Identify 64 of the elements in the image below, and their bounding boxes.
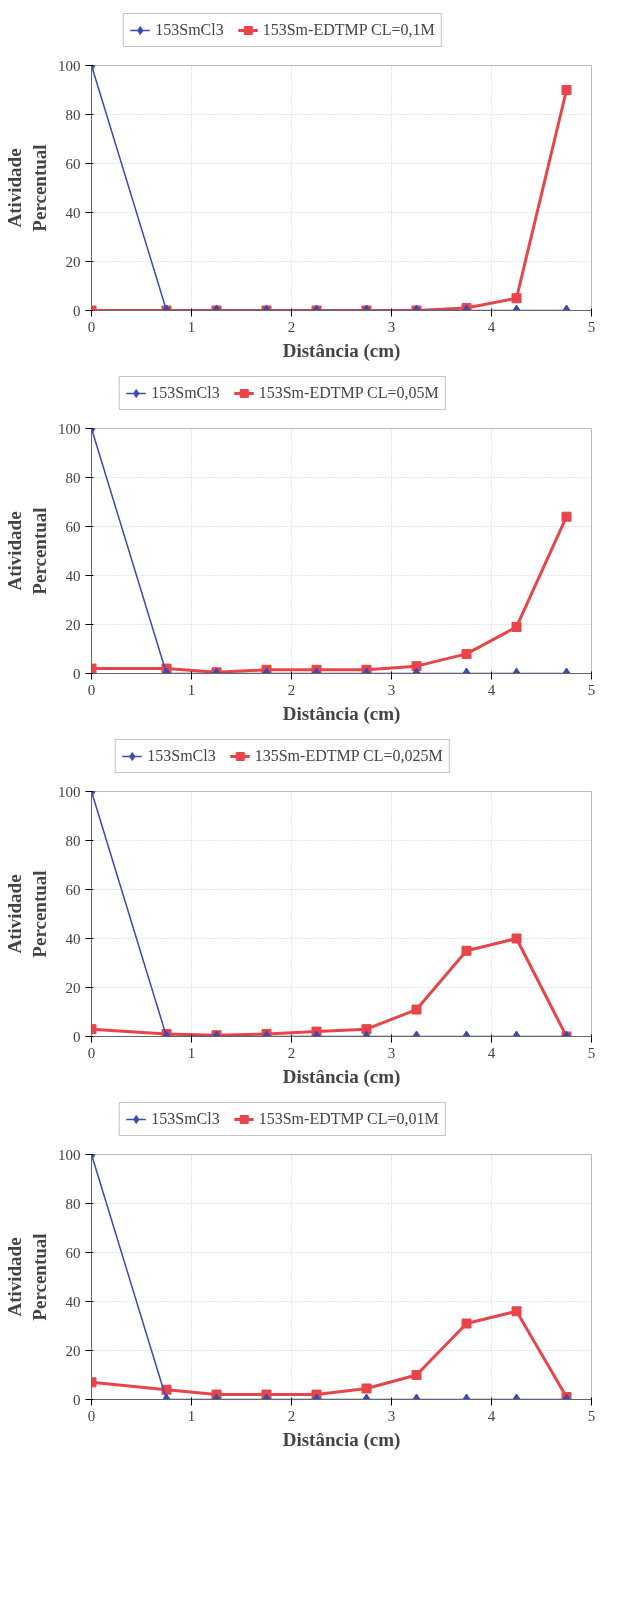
x-tick-label: 0 bbox=[87, 681, 96, 698]
y-tick-label: 80 bbox=[65, 106, 81, 123]
x-tick-label: 2 bbox=[287, 1044, 296, 1061]
x-tick-label: 5 bbox=[587, 1044, 596, 1061]
y-tick-label: 60 bbox=[65, 155, 81, 172]
x-tick-label: 1 bbox=[187, 318, 196, 335]
y-tick-label: 0 bbox=[73, 1391, 81, 1408]
legend-label: 153SmCl3 bbox=[151, 1110, 220, 1128]
y-axis-title: Atividade Percentual bbox=[3, 144, 50, 232]
x-tick-label: 2 bbox=[287, 1407, 296, 1424]
y-tick-label: 20 bbox=[65, 1342, 81, 1359]
y-tick-label: 0 bbox=[73, 665, 81, 682]
x-tick-label: 4 bbox=[487, 1407, 496, 1424]
x-tick-label: 3 bbox=[387, 1407, 396, 1424]
y-tick-label: 60 bbox=[65, 1244, 81, 1261]
x-tick-label: 1 bbox=[187, 681, 196, 698]
legend-label: 135Sm-EDTMP CL=0,025M bbox=[254, 747, 443, 765]
y-tick-label: 0 bbox=[73, 302, 81, 319]
y-tick-label: 100 bbox=[58, 783, 81, 800]
y-axis-title: Atividade Percentual bbox=[3, 870, 50, 958]
y-tick-label: 100 bbox=[58, 57, 81, 74]
y-tick-label: 40 bbox=[65, 567, 81, 584]
y-tick-label: 100 bbox=[58, 1146, 81, 1163]
y-tick-label: 20 bbox=[65, 979, 81, 996]
legend-label: 153SmCl3 bbox=[147, 747, 216, 765]
legend-label: 153Sm-EDTMP CL=0,05M bbox=[258, 384, 439, 402]
y-tick-label: 0 bbox=[73, 1028, 81, 1045]
x-tick-label: 5 bbox=[587, 318, 596, 335]
y-tick-label: 40 bbox=[65, 204, 81, 221]
y-tick-label: 40 bbox=[65, 930, 81, 947]
x-axis-title: Distância (cm) bbox=[282, 339, 401, 362]
legend-label: 153SmCl3 bbox=[155, 21, 224, 39]
y-tick-label: 20 bbox=[65, 616, 81, 633]
y-tick-label: 80 bbox=[65, 469, 81, 486]
y-axis-title: Atividade Percentual bbox=[3, 1233, 50, 1321]
y-axis-title: Atividade Percentual bbox=[3, 507, 50, 595]
x-tick-label: 3 bbox=[387, 318, 396, 335]
x-tick-label: 4 bbox=[487, 1044, 496, 1061]
x-tick-label: 1 bbox=[187, 1407, 196, 1424]
x-axis-title: Distância (cm) bbox=[282, 1065, 401, 1088]
x-tick-label: 2 bbox=[287, 318, 296, 335]
legend-label: 153SmCl3 bbox=[151, 384, 220, 402]
x-tick-label: 4 bbox=[487, 318, 496, 335]
x-tick-label: 0 bbox=[87, 1407, 96, 1424]
x-tick-label: 4 bbox=[487, 681, 496, 698]
x-tick-label: 2 bbox=[287, 681, 296, 698]
x-tick-label: 5 bbox=[587, 1407, 596, 1424]
x-tick-label: 3 bbox=[387, 1044, 396, 1061]
x-axis-title: Distância (cm) bbox=[282, 702, 401, 725]
x-tick-label: 5 bbox=[587, 681, 596, 698]
x-axis-title: Distância (cm) bbox=[282, 1428, 401, 1451]
y-tick-label: 60 bbox=[65, 881, 81, 898]
x-tick-label: 0 bbox=[87, 1044, 96, 1061]
y-tick-label: 60 bbox=[65, 518, 81, 535]
y-tick-label: 40 bbox=[65, 1293, 81, 1310]
y-tick-label: 80 bbox=[65, 832, 81, 849]
x-tick-label: 0 bbox=[87, 318, 96, 335]
x-tick-label: 3 bbox=[387, 681, 396, 698]
legend-label: 153Sm-EDTMP CL=0,1M bbox=[262, 21, 435, 39]
y-tick-label: 100 bbox=[58, 420, 81, 437]
y-tick-label: 20 bbox=[65, 253, 81, 270]
legend-label: 153Sm-EDTMP CL=0,01M bbox=[258, 1110, 439, 1128]
y-tick-label: 80 bbox=[65, 1195, 81, 1212]
x-tick-label: 1 bbox=[187, 1044, 196, 1061]
